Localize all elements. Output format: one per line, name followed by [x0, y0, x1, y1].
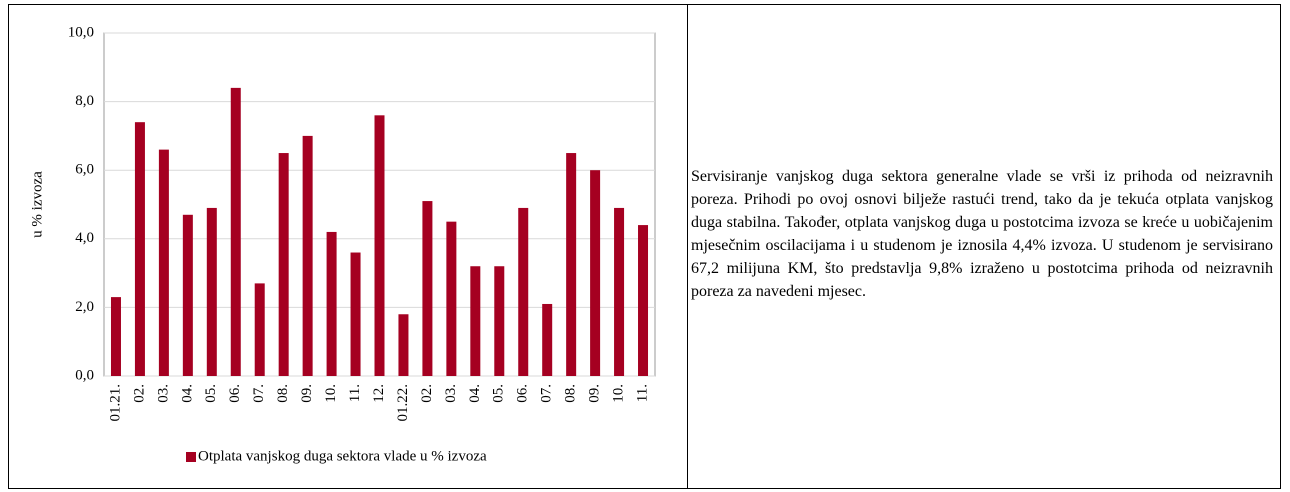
- y-tick-label: 10,0: [68, 24, 94, 40]
- x-tick-label: 01.21.: [107, 384, 123, 422]
- x-tick-label: 05.: [491, 384, 507, 403]
- x-tick-label: 03.: [443, 384, 459, 403]
- bar: [350, 252, 361, 376]
- legend-label: Otplata vanjskog duga sektora vlade u % …: [198, 448, 487, 464]
- x-tick-label: 07.: [251, 384, 267, 403]
- x-tick-label: 01.22.: [395, 384, 411, 422]
- x-tick-label: 09.: [587, 384, 603, 403]
- x-tick-label: 08.: [275, 384, 291, 403]
- legend-swatch: [186, 452, 196, 462]
- y-tick-label: 8,0: [75, 93, 94, 109]
- bar: [422, 201, 433, 376]
- x-tick-label: 08.: [563, 384, 579, 403]
- bar: [518, 207, 529, 376]
- y-tick-label: 4,0: [75, 230, 94, 246]
- bar: [446, 221, 457, 376]
- x-tick-label: 02.: [131, 384, 147, 403]
- y-tick-label: 0,0: [75, 367, 94, 383]
- x-tick-label: 02.: [419, 384, 435, 403]
- y-tick-label: 6,0: [75, 162, 94, 178]
- x-tick-label: 06.: [515, 384, 531, 403]
- x-tick-label: 03.: [155, 384, 171, 403]
- x-tick-label: 10.: [323, 384, 339, 403]
- bar: [230, 87, 241, 376]
- x-tick-label: 05.: [203, 384, 219, 403]
- x-tick-label: 10.: [611, 384, 627, 403]
- x-tick-label: 11.: [347, 384, 363, 402]
- x-tick-label: 09.: [299, 384, 315, 403]
- x-tick-label: 11.: [634, 384, 650, 402]
- bar: [638, 225, 649, 376]
- bar: [134, 122, 145, 377]
- bar: [494, 266, 505, 376]
- bar: [158, 149, 169, 376]
- bar: [278, 153, 289, 376]
- x-tick-label: 06.: [227, 384, 243, 403]
- x-tick-label: 04.: [467, 384, 483, 403]
- bar: [374, 115, 385, 376]
- bar: [590, 170, 601, 376]
- x-tick-label: 04.: [179, 384, 195, 403]
- bar: [326, 231, 337, 376]
- x-tick-label: 12.: [371, 384, 387, 403]
- paragraph: Servisiranje vanjskog duga sektora gener…: [691, 168, 1273, 300]
- bar: [110, 297, 121, 376]
- bar: [470, 266, 481, 376]
- y-axis-label: u % izvoza: [29, 171, 45, 238]
- bar: [542, 303, 553, 376]
- y-tick-label: 2,0: [75, 299, 94, 315]
- cell-divider: [687, 4, 688, 489]
- bar: [566, 153, 577, 376]
- bar: [182, 214, 193, 376]
- bar: [614, 207, 625, 376]
- bar: [398, 314, 409, 376]
- bar: [206, 207, 217, 376]
- x-tick-label: 07.: [539, 384, 555, 403]
- chart: 0,0 2,0 4,0 6,0 8,0 10,0 u % izvoza 01.21. 02. 03…: [29, 24, 656, 464]
- table-border: [8, 4, 1281, 489]
- bar: [254, 283, 265, 376]
- bar: [302, 135, 313, 376]
